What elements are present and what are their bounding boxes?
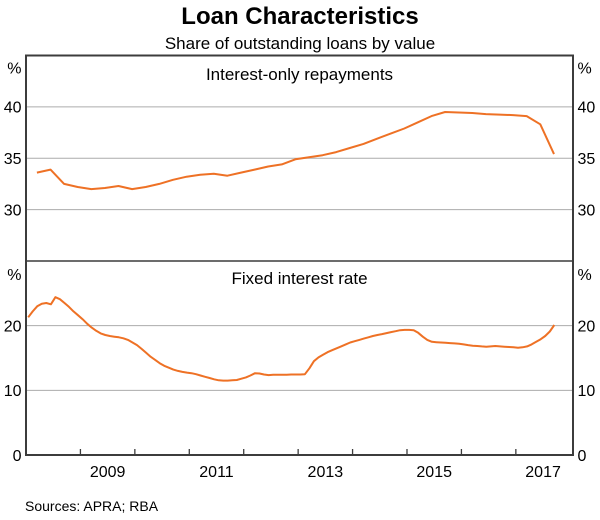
y-axis-label-right: 0 [578,448,587,465]
top-panel-title: Interest-only repayments [206,65,393,84]
data-series [27,111,556,382]
percent-label-left: % [7,267,21,284]
percent-label-right: % [578,267,592,284]
x-axis-label: 2017 [525,464,561,481]
y-axis-label-right: 40 [578,100,596,117]
line-series-bottom [27,296,556,382]
y-axis-label-left: 40 [4,100,22,117]
axis-labels: 30 30 35 35 40 40% % 0 0 10 10 20 20% % 2009 2011 2013 20… [4,61,596,482]
x-axis-label: 2011 [199,464,234,481]
chart-subtitle: Share of outstanding loans by value [165,34,435,53]
y-axis-label-right: 20 [578,318,596,335]
plot-border [25,54,574,456]
y-axis-label-right: 35 [578,151,596,168]
gridlines [26,106,573,391]
y-axis-label-right: 30 [578,202,596,219]
y-axis-label-right: 10 [578,383,596,400]
percent-label-right: % [578,61,592,78]
bottom-panel-title: Fixed interest rate [231,269,367,288]
chart-frame [25,54,574,456]
sources-note: Sources: APRA; RBA [25,498,159,514]
chart-title: Loan Characteristics [181,3,418,30]
x-axis-label: 2015 [416,464,452,481]
x-axis-label: 2013 [308,464,344,481]
y-axis-label-left: 20 [4,318,22,335]
percent-label-left: % [7,61,21,78]
x-axis-label: 2009 [90,464,126,481]
y-axis-label-left: 0 [13,448,22,465]
y-axis-label-left: 30 [4,202,22,219]
line-series-top [36,111,555,191]
y-axis-label-left: 35 [4,151,22,168]
y-axis-label-left: 10 [4,383,22,400]
